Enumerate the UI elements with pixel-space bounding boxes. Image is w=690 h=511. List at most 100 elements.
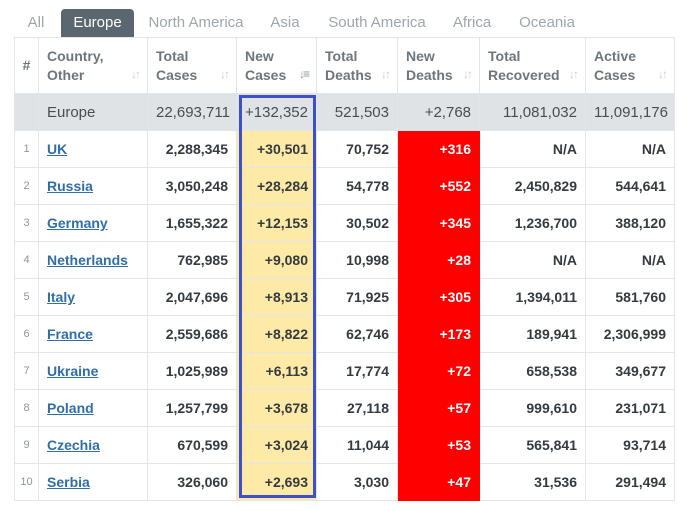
country-link[interactable]: UK — [47, 141, 68, 157]
row-index: 1 — [14, 130, 39, 168]
total-recovered-cell: 31,536 — [479, 463, 586, 501]
summary-total-cases: 22,693,711 — [147, 93, 237, 131]
total-recovered-cell: 189,941 — [479, 315, 586, 353]
total-recovered-cell: N/A — [479, 241, 586, 279]
sort-icon[interactable]: ↓↑ — [658, 67, 668, 81]
row-index: 9 — [14, 426, 39, 464]
country-link[interactable]: Germany — [47, 215, 108, 231]
total-deaths-cell: 17,774 — [316, 352, 398, 390]
tab-oceania[interactable]: Oceania — [519, 14, 575, 31]
sort-descending-icon[interactable]: ↓≡ — [298, 67, 310, 81]
new-deaths-cell: +72 — [397, 352, 480, 390]
new-cases-cell: +6,113 — [236, 352, 317, 390]
new-cases-cell: +3,024 — [236, 426, 317, 464]
header-new-deaths[interactable]: New Deaths ↓↑ — [397, 37, 480, 94]
new-deaths-cell: +345 — [397, 204, 480, 242]
active-cases-cell: N/A — [585, 130, 675, 168]
country-rows: 1 UK 2,288,345 +30,501 70,752 +316 N/A N/A 2 Russ… — [14, 130, 675, 501]
total-deaths-cell: 30,502 — [316, 204, 398, 242]
header-country[interactable]: Country, Other ↓↑ — [38, 37, 148, 94]
total-recovered-cell: 565,841 — [479, 426, 586, 464]
sort-icon[interactable]: ↓↑ — [220, 67, 230, 81]
total-recovered-cell: N/A — [479, 130, 586, 168]
country-link[interactable]: Italy — [47, 289, 76, 305]
country-link[interactable]: Czechia — [47, 437, 100, 453]
header-active-cases[interactable]: Active Cases ↓↑ — [585, 37, 675, 94]
total-deaths-cell: 27,118 — [316, 389, 398, 427]
country-stats-table: # Country, Other ↓↑ Total Cases ↓↑ New C… — [14, 37, 675, 501]
new-cases-cell: +28,284 — [236, 167, 317, 205]
tab-north-america[interactable]: North America — [148, 14, 244, 31]
row-index: 4 — [14, 241, 39, 279]
country-link[interactable]: Russia — [47, 178, 93, 194]
tab-europe[interactable]: Europe — [61, 9, 134, 37]
sort-icon[interactable]: ↓↑ — [463, 67, 473, 81]
total-deaths-cell: 70,752 — [316, 130, 398, 168]
new-deaths-cell: +57 — [397, 389, 480, 427]
tab-africa[interactable]: Africa — [452, 14, 492, 31]
new-deaths-cell: +552 — [397, 167, 480, 205]
total-deaths-cell: 10,998 — [316, 241, 398, 279]
new-cases-cell: +9,080 — [236, 241, 317, 279]
new-deaths-cell: +53 — [397, 426, 480, 464]
country-cell: Serbia — [38, 463, 148, 501]
table-row: 5 Italy 2,047,696 +8,913 71,925 +305 1,394,011… — [14, 278, 675, 316]
table-row: 10 Serbia 326,060 +2,693 3,030 +47 31,536 291,4… — [14, 463, 675, 501]
new-cases-cell: +8,913 — [236, 278, 317, 316]
header-new-cases[interactable]: New Cases ↓≡ — [236, 37, 317, 94]
country-cell: Poland — [38, 389, 148, 427]
active-cases-cell: 388,120 — [585, 204, 675, 242]
country-link[interactable]: Ukraine — [47, 363, 99, 379]
header-total-cases[interactable]: Total Cases ↓↑ — [147, 37, 237, 94]
tab-all[interactable]: All — [27, 14, 45, 31]
country-cell: Germany — [38, 204, 148, 242]
summary-new-cases: +132,352 — [236, 93, 317, 131]
region-summary-row: Europe 22,693,711 +132,352 521,503 +2,76… — [14, 93, 675, 131]
total-cases-cell: 2,559,686 — [147, 315, 237, 353]
summary-active-cases: 11,091,176 — [585, 93, 675, 131]
sort-icon[interactable]: ↓↑ — [131, 67, 141, 81]
country-link[interactable]: Poland — [47, 400, 94, 416]
total-recovered-cell: 2,450,829 — [479, 167, 586, 205]
country-link[interactable]: Netherlands — [47, 252, 128, 268]
total-deaths-cell: 54,778 — [316, 167, 398, 205]
new-deaths-cell: +316 — [397, 130, 480, 168]
header-total-deaths[interactable]: Total Deaths ↓↑ — [316, 37, 398, 94]
country-link[interactable]: Serbia — [47, 474, 90, 490]
header-total-recovered[interactable]: Total Recovered ↓↑ — [479, 37, 586, 94]
active-cases-cell: 349,677 — [585, 352, 675, 390]
table-row: 9 Czechia 670,599 +3,024 11,044 +53 565,841 93,… — [14, 426, 675, 464]
total-recovered-cell: 1,236,700 — [479, 204, 586, 242]
country-cell: Russia — [38, 167, 148, 205]
table-row: 6 France 2,559,686 +8,822 62,746 +173 189,941 2… — [14, 315, 675, 353]
sort-icon[interactable]: ↓↑ — [381, 67, 391, 81]
country-cell: Czechia — [38, 426, 148, 464]
country-cell: France — [38, 315, 148, 353]
header-index: # — [14, 37, 39, 94]
new-deaths-cell: +47 — [397, 463, 480, 501]
active-cases-cell: 544,641 — [585, 167, 675, 205]
summary-total-recovered: 11,081,032 — [479, 93, 586, 131]
new-cases-cell: +2,693 — [236, 463, 317, 501]
active-cases-cell: 291,494 — [585, 463, 675, 501]
active-cases-cell: N/A — [585, 241, 675, 279]
country-cell: Italy — [38, 278, 148, 316]
new-deaths-cell: +305 — [397, 278, 480, 316]
total-cases-cell: 2,288,345 — [147, 130, 237, 168]
row-index: 6 — [14, 315, 39, 353]
region-tabs: All Europe North America Asia South Amer… — [0, 9, 690, 37]
new-cases-cell: +12,153 — [236, 204, 317, 242]
table-row: 4 Netherlands 762,985 +9,080 10,998 +28 N/A N/A — [14, 241, 675, 279]
active-cases-cell: 2,306,999 — [585, 315, 675, 353]
row-index: 3 — [14, 204, 39, 242]
table-row: 8 Poland 1,257,799 +3,678 27,118 +57 999,610 23… — [14, 389, 675, 427]
tab-asia[interactable]: Asia — [270, 14, 300, 31]
row-index: 10 — [14, 463, 39, 501]
table-header-row: # Country, Other ↓↑ Total Cases ↓↑ New C… — [14, 37, 675, 94]
total-deaths-cell: 11,044 — [316, 426, 398, 464]
sort-icon[interactable]: ↓↑ — [569, 67, 579, 81]
total-cases-cell: 326,060 — [147, 463, 237, 501]
total-cases-cell: 1,655,322 — [147, 204, 237, 242]
tab-south-america[interactable]: South America — [328, 14, 426, 31]
country-link[interactable]: France — [47, 326, 93, 342]
